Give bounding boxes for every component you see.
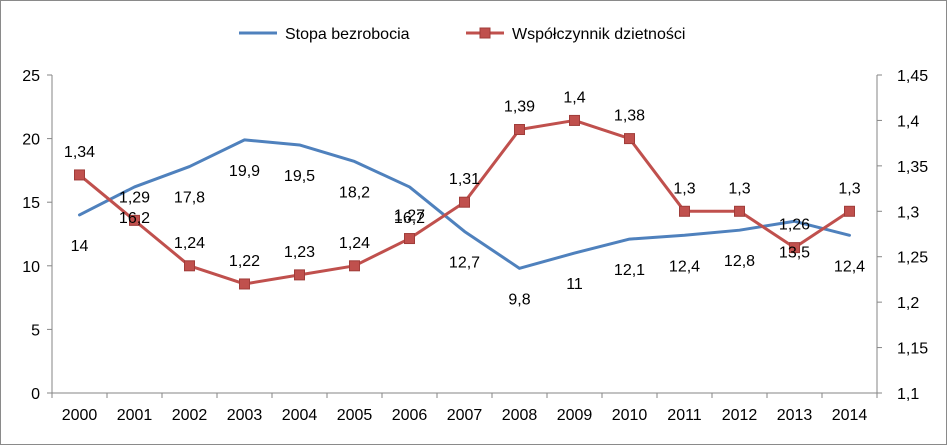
x-tick-label: 2001: [117, 407, 153, 424]
x-tick-label: 2010: [612, 407, 648, 424]
right-tick-label: 1,3: [897, 204, 919, 221]
data-labels: 14 16,2 17,8 19,9 19,5 18,2 16,2 12,7 9,8 11 12,1 1…: [64, 89, 865, 308]
series-2-data-label: 1,3: [728, 180, 750, 197]
right-tick-label: 1,35: [897, 159, 928, 176]
series-2-marker: [184, 260, 195, 272]
series-2-marker: [789, 242, 800, 254]
series-2-marker: [624, 133, 635, 145]
series-2-data-label: 1,23: [284, 244, 315, 261]
left-tick-label: 15: [22, 195, 40, 212]
series-1-data-label: 19,9: [229, 163, 260, 180]
series-line-1: [78, 138, 851, 270]
left-axis-ticks: 0 5 10 15 20 25: [22, 68, 52, 403]
left-tick-label: 10: [22, 259, 40, 276]
series-1-data-label: 12,1: [614, 262, 645, 279]
x-tick-label: 2004: [282, 407, 318, 424]
series-2-data-label: 1,34: [64, 144, 95, 161]
series-2-data-label: 1,38: [614, 108, 645, 125]
series-2-data-label: 1,3: [838, 180, 860, 197]
x-tick-label: 2007: [447, 407, 483, 424]
series-1-data-label: 17,8: [174, 190, 205, 207]
right-axis-ticks: 1,1 1,15 1,2 1,25 1,3 1,35 1,4 1,45: [877, 68, 928, 403]
right-tick-label: 1,45: [897, 68, 928, 85]
legend: Stopa bezrobocia Współczynnik dzietności: [239, 26, 685, 43]
series-1-data-label: 12,4: [669, 258, 700, 275]
legend-label-series-1: Stopa bezrobocia: [285, 26, 410, 43]
series-1-data-label: 14: [71, 238, 89, 255]
x-tick-label: 2014: [832, 407, 868, 424]
left-tick-label: 0: [31, 386, 40, 403]
x-tick-label: 2008: [502, 407, 538, 424]
series-1-data-label: 12,7: [449, 254, 480, 271]
right-tick-label: 1,1: [897, 386, 919, 403]
right-tick-label: 1,15: [897, 341, 928, 358]
series-2-marker: [239, 278, 250, 290]
x-tick-label: 2000: [62, 407, 98, 424]
series-2-data-label: 1,24: [339, 235, 370, 252]
series-1-data-label: 16,2: [119, 210, 150, 227]
series-2-marker: [569, 114, 580, 126]
series-1-data-label: 19,5: [284, 168, 315, 185]
series-2-marker: [734, 205, 745, 217]
x-tick-label: 2011: [667, 407, 702, 424]
legend-label-series-2: Współczynnik dzietności: [512, 26, 685, 43]
x-tick-label: 2005: [337, 407, 373, 424]
x-tick-label: 2013: [777, 407, 813, 424]
series-2-marker: [514, 124, 525, 136]
series-2-data-label: 1,22: [229, 253, 260, 270]
series-2-marker: [74, 169, 85, 181]
series-1-data-label: 18,2: [339, 184, 370, 201]
x-tick-label: 2012: [722, 407, 758, 424]
right-tick-label: 1,4: [897, 113, 919, 130]
series-2-data-label: 1,24: [174, 235, 205, 252]
series-markers: [74, 114, 855, 290]
series-2-marker: [459, 196, 470, 208]
series-1-data-label: 11: [566, 276, 583, 293]
series-1-data-label: 12,8: [724, 253, 755, 270]
series-2-marker: [404, 233, 415, 245]
series-1-data-label: 12,4: [834, 258, 865, 275]
series-2-marker: [349, 260, 360, 272]
series-2-marker: [844, 205, 855, 217]
series-1-data-label: 9,8: [508, 291, 530, 308]
axes: [51, 75, 878, 394]
series-1-data-label: 13,5: [779, 244, 810, 261]
left-tick-label: 20: [22, 132, 40, 149]
series-2-data-label: 1,4: [563, 89, 585, 106]
left-tick-label: 25: [22, 68, 40, 85]
x-tick-label: 2003: [227, 407, 263, 424]
right-tick-label: 1,2: [897, 295, 919, 312]
x-tick-label: 2009: [557, 407, 593, 424]
series-2-data-label: 1,26: [779, 217, 810, 234]
x-tick-label: 2006: [392, 407, 428, 424]
x-tick-label: 2002: [172, 407, 208, 424]
series-2-data-label: 1,3: [673, 180, 695, 197]
series-2-data-label: 1,27: [394, 208, 425, 225]
series-1-data-label: 16,2: [394, 210, 425, 227]
right-tick-label: 1,25: [897, 250, 928, 267]
series-2-data-label: 1,31: [449, 171, 480, 188]
x-axis-ticks: 2000 2001 2002 2003 2004 2005 2006 2007 2008 2009…: [51, 393, 878, 424]
series-2-marker: [294, 269, 305, 281]
series-2-data-label: 1,39: [504, 99, 535, 116]
series-2-marker: [129, 214, 140, 226]
series-2-marker: [679, 205, 690, 217]
left-tick-label: 5: [31, 322, 40, 339]
legend-marker-series-2: [479, 27, 491, 39]
series-2-data-label: 1,29: [119, 189, 150, 206]
